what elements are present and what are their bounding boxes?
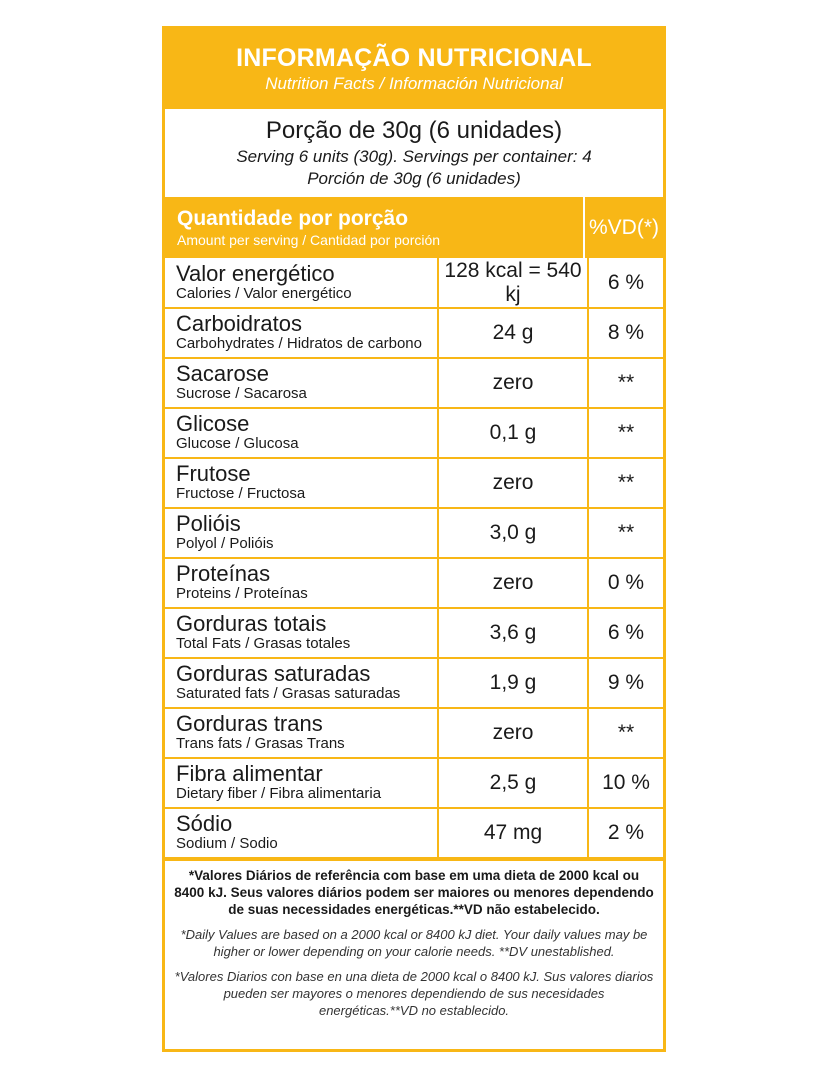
nutrient-translation: Saturated fats / Grasas saturadas [176, 685, 401, 702]
table-row: Valor energético Calories / Valor energét… [165, 258, 663, 309]
table-row: Gorduras totais Total Fats / Grasas total… [165, 607, 663, 659]
nutrient-name: Gorduras totais [176, 611, 327, 636]
nutrient-daily-value: 8 % [587, 307, 663, 359]
nutrient-daily-value: 9 % [587, 657, 663, 709]
table-header: Quantidade por porção Amount per serving… [165, 197, 663, 258]
nutrient-amount: zero [437, 357, 589, 409]
amount-per-serving-title: Quantidade por porção [177, 206, 409, 230]
table-row: Fibra alimentar Dietary fiber / Fibra ali… [165, 757, 663, 809]
amount-per-serving-header: Quantidade por porção Amount per serving… [165, 197, 583, 258]
nutrient-translation: Proteins / Proteínas [176, 585, 308, 602]
table-row: Gorduras saturadas Saturated fats / Grasa… [165, 657, 663, 709]
nutrient-amount: 0,1 g [437, 407, 589, 459]
serving-line-es: Porción de 30g (6 unidades) [307, 169, 521, 188]
nutrient-translation: Dietary fiber / Fibra alimentaria [176, 785, 382, 802]
label-title: INFORMAÇÃO NUTRICIONAL [236, 44, 592, 72]
amount-per-serving-subtitle: Amount per serving / Cantidad por porció… [177, 231, 441, 248]
label-header: INFORMAÇÃO NUTRICIONAL Nutrition Facts /… [165, 29, 663, 109]
nutrient-daily-value: 10 % [587, 757, 663, 809]
nutrient-table-body: Valor energético Calories / Valor energét… [165, 258, 663, 859]
nutrient-name-cell: Sacarose Sucrose / Sacarosa [165, 357, 439, 409]
footnote-es: *Valores Diarios con base en una dieta d… [174, 969, 654, 1018]
nutrient-amount: zero [437, 457, 589, 509]
serving-line-en: Serving 6 units (30g). Servings per cont… [236, 147, 592, 166]
nutrient-daily-value: 0 % [587, 557, 663, 609]
footnotes: *Valores Diários de referência com base … [165, 859, 663, 1019]
nutrient-daily-value: ** [587, 407, 663, 459]
footnote-pt: *Valores Diários de referência com base … [174, 868, 654, 917]
nutrient-name-cell: Valor energético Calories / Valor energét… [165, 258, 439, 309]
nutrient-amount: 3,6 g [437, 607, 589, 659]
nutrient-amount: zero [437, 557, 589, 609]
table-row: Sacarose Sucrose / Sacarosa zero ** [165, 357, 663, 409]
nutrient-name: Valor energético [176, 260, 335, 286]
nutrient-amount: 1,9 g [437, 657, 589, 709]
table-row: Sódio Sodium / Sodio 47 mg 2 % [165, 807, 663, 859]
nutrient-name-cell: Glicose Glucose / Glucosa [165, 407, 439, 459]
nutrient-name: Proteínas [176, 561, 271, 586]
nutrient-name-cell: Carboidratos Carbohydrates / Hidratos de … [165, 307, 439, 359]
nutrient-amount: 47 mg [437, 807, 589, 859]
nutrient-name: Fibra alimentar [176, 761, 323, 786]
daily-value-header: %VD(*) [583, 197, 663, 258]
nutrition-label: INFORMAÇÃO NUTRICIONAL Nutrition Facts /… [162, 26, 666, 1052]
nutrient-translation: Polyol / Polióis [176, 535, 274, 552]
nutrient-daily-value: ** [587, 357, 663, 409]
table-row: Polióis Polyol / Polióis 3,0 g ** [165, 507, 663, 559]
nutrient-daily-value: ** [587, 507, 663, 559]
footnote-en: *Daily Values are based on a 2000 kcal o… [180, 927, 648, 959]
nutrient-name-cell: Fibra alimentar Dietary fiber / Fibra ali… [165, 757, 439, 809]
label-subtitle: Nutrition Facts / Información Nutriciona… [265, 74, 563, 93]
nutrient-name-cell: Proteínas Proteins / Proteínas [165, 557, 439, 609]
nutrient-translation: Glucose / Glucosa [176, 435, 299, 452]
nutrient-name: Gorduras saturadas [176, 661, 371, 686]
nutrient-name-cell: Polióis Polyol / Polióis [165, 507, 439, 559]
nutrient-translation: Calories / Valor energético [176, 284, 352, 302]
nutrient-name-cell: Sódio Sodium / Sodio [165, 807, 439, 859]
nutrient-daily-value: 2 % [587, 807, 663, 859]
nutrient-daily-value: ** [587, 457, 663, 509]
nutrient-table: Valor energético Calories / Valor energét… [165, 258, 663, 859]
nutrient-translation: Trans fats / Grasas Trans [176, 735, 345, 752]
nutrient-name-cell: Gorduras saturadas Saturated fats / Grasa… [165, 657, 439, 709]
nutrient-translation: Sucrose / Sacarosa [176, 385, 307, 402]
nutrient-name: Frutose [176, 461, 251, 486]
nutrient-name-cell: Frutose Fructose / Fructosa [165, 457, 439, 509]
nutrient-daily-value: 6 % [587, 258, 663, 309]
table-row: Frutose Fructose / Fructosa zero ** [165, 457, 663, 509]
nutrient-name-cell: Gorduras trans Trans fats / Grasas Trans [165, 707, 439, 759]
nutrient-name-cell: Gorduras totais Total Fats / Grasas total… [165, 607, 439, 659]
nutrient-daily-value: ** [587, 707, 663, 759]
nutrient-translation: Carbohydrates / Hidratos de carbono [176, 335, 422, 352]
serving-line-pt: Porção de 30g (6 unidades) [265, 117, 563, 144]
table-row: Glicose Glucose / Glucosa 0,1 g ** [165, 407, 663, 459]
table-row: Carboidratos Carbohydrates / Hidratos de … [165, 307, 663, 359]
table-row: Gorduras trans Trans fats / Grasas Trans z… [165, 707, 663, 759]
nutrient-amount: 3,0 g [437, 507, 589, 559]
nutrient-amount: zero [437, 707, 589, 759]
serving-info: Porção de 30g (6 unidades) Serving 6 uni… [165, 109, 663, 197]
nutrient-name: Carboidratos [176, 311, 302, 336]
nutrient-daily-value: 6 % [587, 607, 663, 659]
nutrient-name: Sacarose [176, 361, 269, 386]
nutrient-amount: 128 kcal = 540 kj [437, 258, 589, 309]
nutrient-translation: Sodium / Sodio [176, 835, 278, 852]
nutrient-name: Sódio [176, 811, 233, 836]
nutrient-name: Gorduras trans [176, 711, 323, 736]
nutrient-translation: Fructose / Fructosa [176, 485, 306, 502]
table-row: Proteínas Proteins / Proteínas zero 0 % [165, 557, 663, 609]
nutrient-translation: Total Fats / Grasas totales [176, 635, 351, 652]
nutrient-name: Polióis [176, 511, 241, 536]
nutrient-amount: 2,5 g [437, 757, 589, 809]
nutrient-amount: 24 g [437, 307, 589, 359]
nutrient-name: Glicose [176, 411, 250, 436]
